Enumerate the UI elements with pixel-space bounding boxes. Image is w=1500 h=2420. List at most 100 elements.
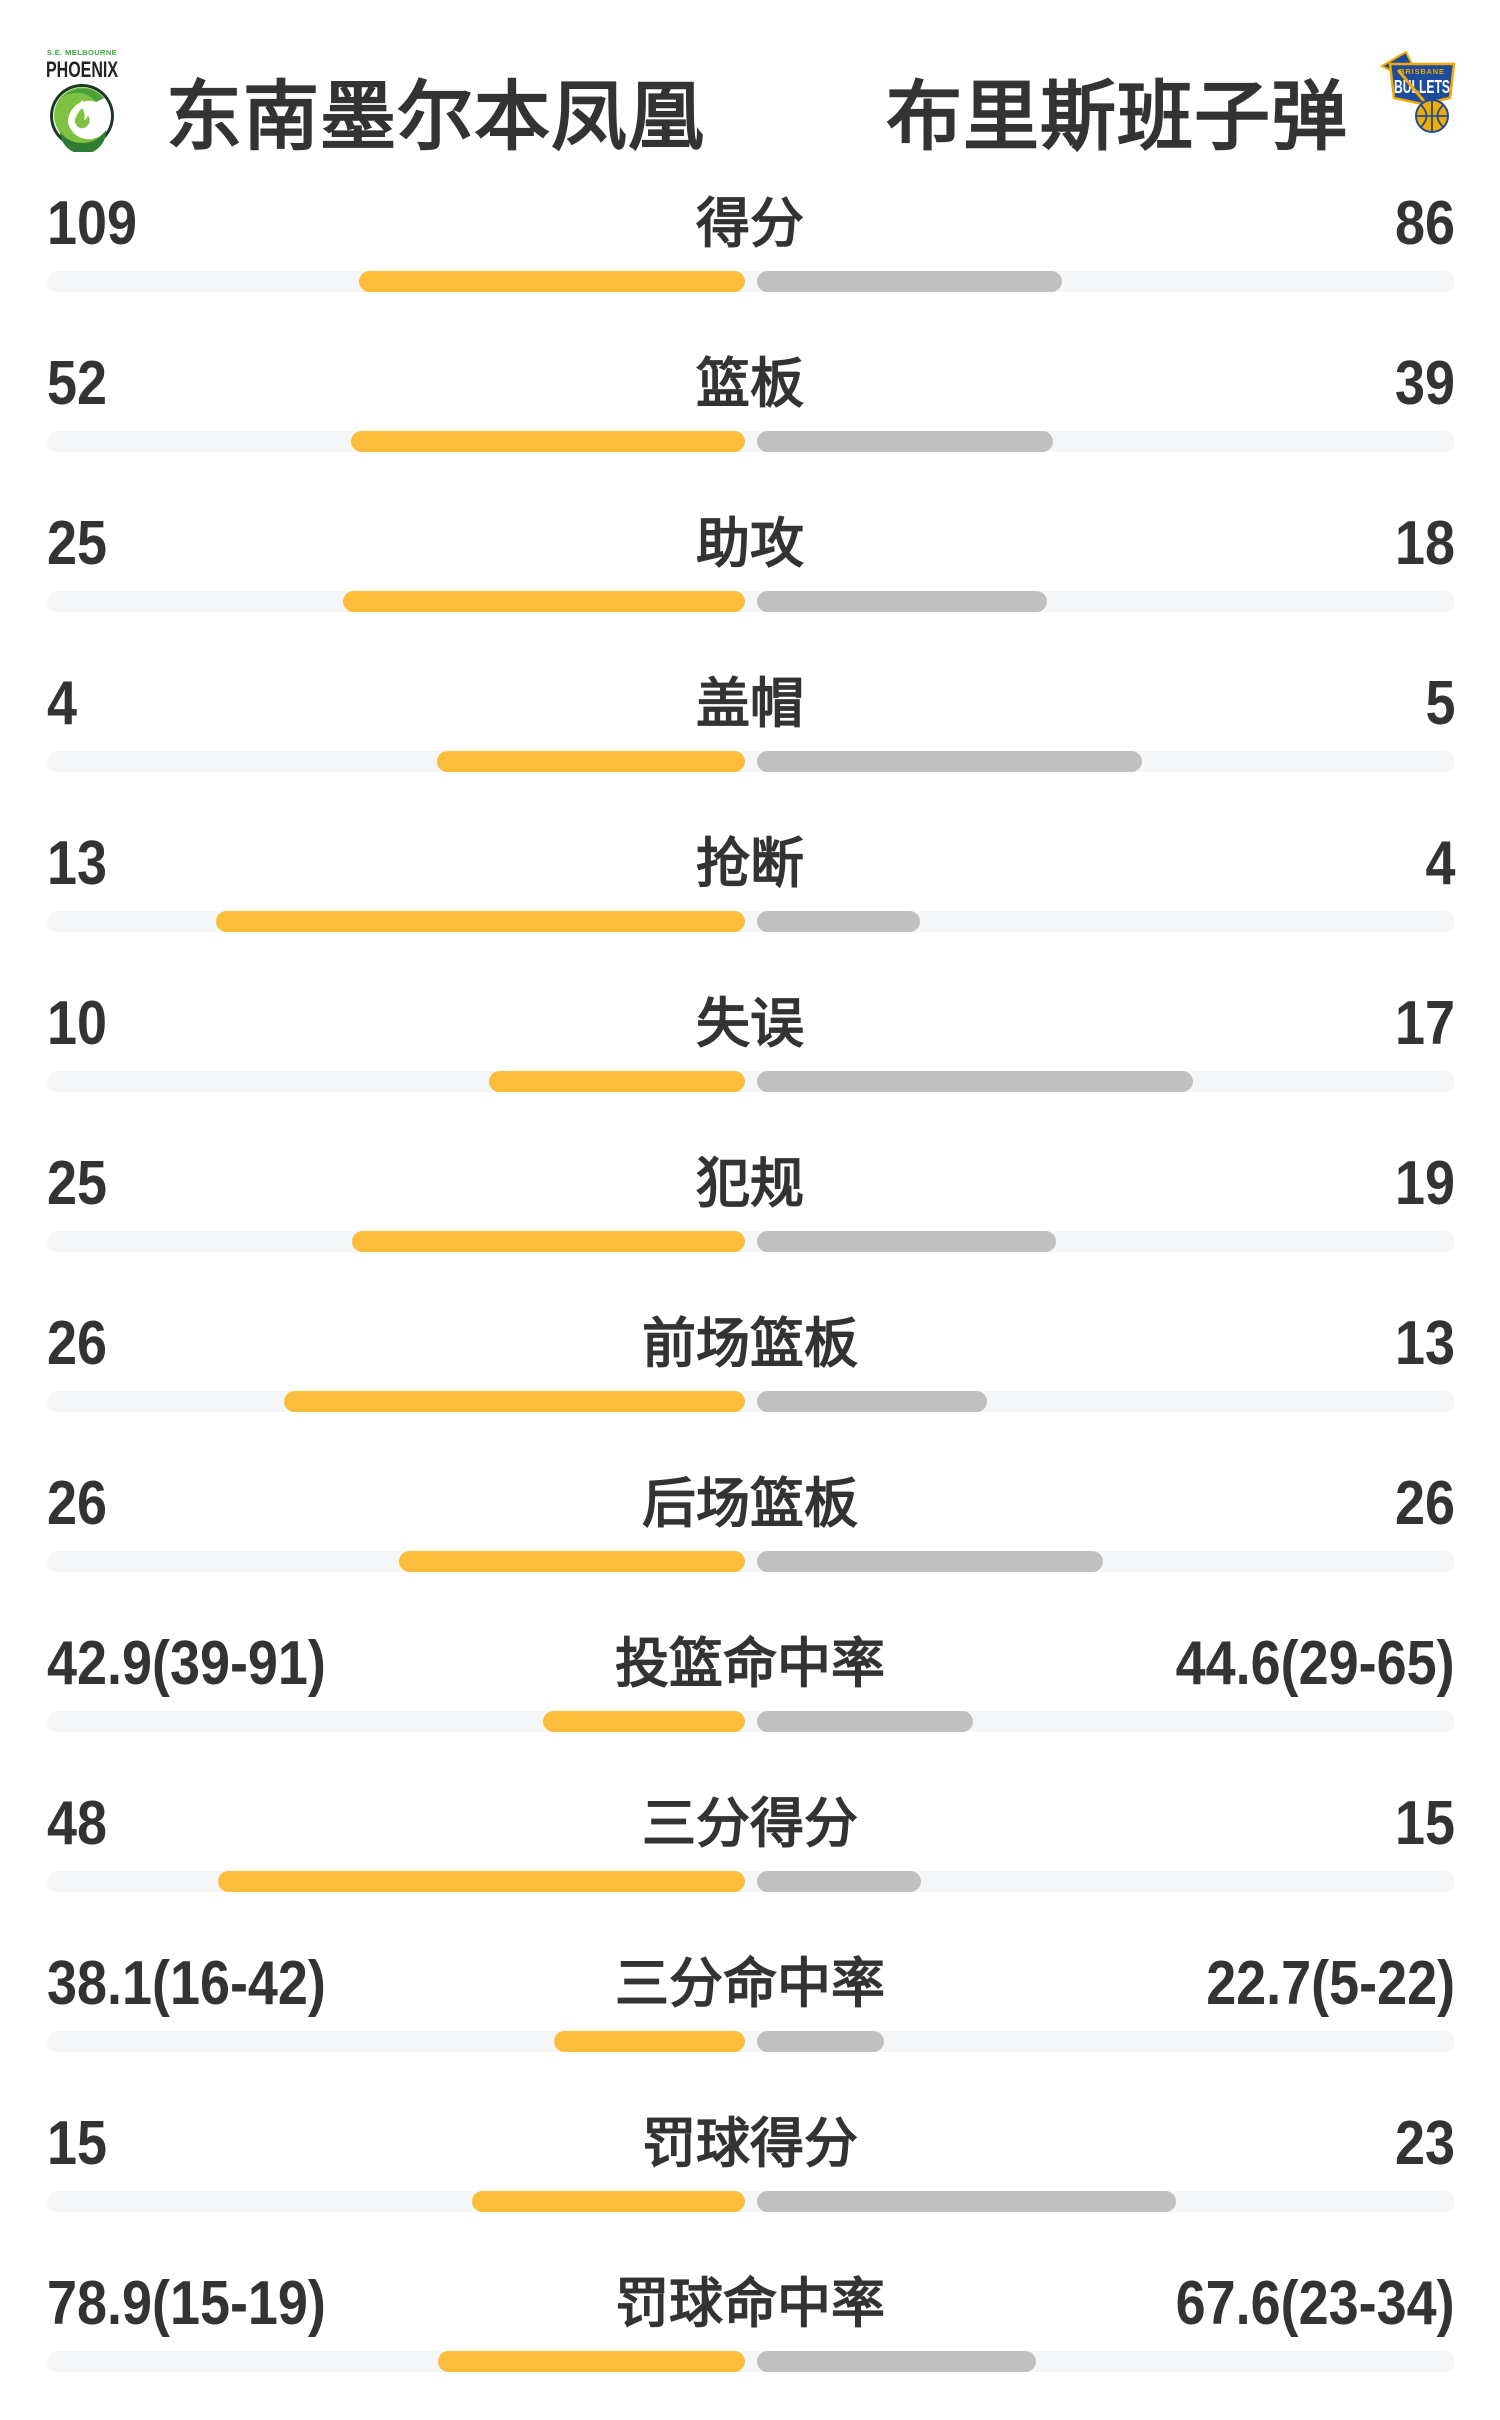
home-stat-value: 78.9(15-19) [47, 2269, 326, 2338]
stat-label: 犯规 [696, 1154, 804, 1214]
away-stat-value: 86 [1394, 189, 1455, 258]
stat-track [47, 1871, 1455, 1892]
stat-row: 26 后场篮板 26 [0, 1460, 1500, 1620]
home-stat-value: 10 [47, 989, 108, 1058]
stat-label: 篮板 [696, 354, 804, 414]
away-stat-bar [757, 751, 1142, 772]
home-stat-bar [398, 1551, 745, 1572]
home-stat-value: 109 [47, 189, 138, 258]
home-stat-bar [472, 2191, 745, 2212]
stat-track [47, 2031, 1455, 2052]
away-stat-bar [757, 1551, 1104, 1572]
away-stat-bar [757, 431, 1053, 452]
away-stat-bar [757, 911, 920, 932]
stat-row: 15 罚球得分 23 [0, 2100, 1500, 2260]
bullets-team-logo-icon: BRISBANE BULLETS [1380, 50, 1456, 133]
away-stat-value: 23 [1394, 2109, 1455, 2178]
away-stat-bar [757, 1871, 922, 1892]
away-stat-value: 26 [1394, 1469, 1455, 1538]
home-team-name: 东南墨尔本凤凰 [166, 75, 705, 160]
away-stat-value: 13 [1394, 1309, 1455, 1378]
home-stat-bar [342, 591, 745, 612]
stat-track [47, 2191, 1455, 2212]
stat-row: 10 失误 17 [0, 980, 1500, 1140]
away-stat-value: 4 [1424, 829, 1455, 898]
home-stat-bar [488, 1071, 745, 1092]
stat-row: 52 篮板 39 [0, 340, 1500, 500]
away-stat-bar [757, 1391, 988, 1412]
away-stat-bar [757, 1711, 974, 1732]
stat-row: 109 得分 86 [0, 180, 1500, 340]
stat-track [47, 591, 1455, 612]
home-stat-value: 26 [47, 1309, 108, 1378]
home-stat-bar [218, 1871, 745, 1892]
stat-row: 48 三分得分 15 [0, 1780, 1500, 1940]
home-stat-bar [437, 2351, 745, 2372]
home-stat-bar [437, 751, 745, 772]
stat-label: 盖帽 [696, 674, 804, 734]
stat-row: 38.1(16-42) 三分命中率 22.7(5-22) [0, 1940, 1500, 2100]
home-stat-value: 38.1(16-42) [47, 1949, 326, 2018]
away-stat-bar [757, 1071, 1193, 1092]
bullets-basketball-icon [1396, 69, 1449, 133]
stat-track [47, 1711, 1455, 1732]
phoenix-emblem [50, 84, 114, 152]
home-stat-bar [352, 1231, 745, 1252]
bullets-logo-subtitle: BRISBANE [1399, 67, 1445, 76]
stat-row: 4 盖帽 5 [0, 660, 1500, 820]
home-stat-bar [359, 271, 745, 292]
away-stat-value: 18 [1394, 509, 1455, 578]
stat-track [47, 1551, 1455, 1572]
home-stat-value: 52 [47, 349, 108, 418]
home-stat-value: 25 [47, 1149, 108, 1218]
away-stat-bar [757, 591, 1047, 612]
away-stat-value: 19 [1394, 1149, 1455, 1218]
home-stat-bar [350, 431, 745, 452]
phoenix-logo-subtitle: S.E. MELBOURNE [47, 48, 117, 57]
stat-label: 罚球得分 [642, 2114, 858, 2174]
home-stat-bar [283, 1391, 745, 1412]
away-stat-value: 17 [1394, 989, 1455, 1058]
stat-row: 42.9(39-91) 投篮命中率 44.6(29-65) [0, 1620, 1500, 1780]
away-stat-value: 15 [1394, 1789, 1455, 1858]
away-stat-bar [757, 271, 1063, 292]
home-stat-value: 13 [47, 829, 108, 898]
home-stat-bar [542, 1711, 745, 1732]
away-stat-bar [757, 1231, 1056, 1252]
away-stat-value: 39 [1394, 349, 1455, 418]
stat-row: 25 犯规 19 [0, 1140, 1500, 1300]
stat-label: 后场篮板 [642, 1474, 858, 1534]
phoenix-logo-title: PHOENIX [46, 57, 118, 82]
away-stat-value: 44.6(29-65) [1176, 1629, 1455, 1698]
away-stat-bar [757, 2191, 1176, 2212]
phoenix-team-logo-icon: S.E. MELBOURNE PHOENIX [46, 48, 118, 152]
stat-label: 三分命中率 [615, 1954, 885, 2014]
stat-track [47, 911, 1455, 932]
match-header: S.E. MELBOURNE PHOENIX 东南墨尔本凤凰 布里斯班子弹 BR… [0, 0, 1500, 180]
stat-label: 抢断 [696, 834, 804, 894]
stat-row: 25 助攻 18 [0, 500, 1500, 660]
stat-row: 26 前场篮板 13 [0, 1300, 1500, 1460]
stats-list: 109 得分 86 52 篮板 39 25 助攻 18 4 盖帽 5 13 抢断 4 10 失误 17 25 犯规 19… [0, 180, 1500, 2420]
stat-track [47, 271, 1455, 292]
stat-label: 罚球命中率 [615, 2274, 885, 2334]
stat-track [47, 2351, 1455, 2372]
stat-track [47, 1071, 1455, 1092]
away-team-name: 布里斯班子弹 [886, 75, 1348, 160]
stat-label: 三分得分 [642, 1794, 858, 1854]
stat-label: 前场篮板 [642, 1314, 858, 1374]
home-stat-value: 25 [47, 509, 108, 578]
stat-row: 13 抢断 4 [0, 820, 1500, 980]
stat-label: 得分 [696, 194, 804, 254]
away-stat-bar [757, 2351, 1037, 2372]
away-stat-value: 5 [1424, 669, 1455, 738]
away-stat-bar [757, 2031, 885, 2052]
stat-track [47, 1391, 1455, 1412]
home-stat-bar [554, 2031, 745, 2052]
stat-label: 失误 [696, 994, 804, 1054]
home-stat-value: 42.9(39-91) [47, 1629, 326, 1698]
stat-row: 78.9(15-19) 罚球命中率 67.6(23-34) [0, 2260, 1500, 2420]
home-stat-value: 15 [47, 2109, 108, 2178]
home-stat-bar [215, 911, 745, 932]
